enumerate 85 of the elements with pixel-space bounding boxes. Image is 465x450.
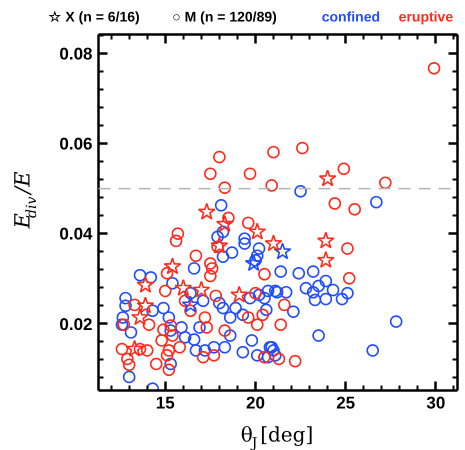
point xyxy=(204,257,217,270)
y-axis-title: Ediv/E xyxy=(10,171,40,230)
point xyxy=(122,358,136,372)
point xyxy=(208,349,220,362)
point xyxy=(348,203,361,216)
text: eruptive xyxy=(398,8,454,24)
point xyxy=(328,197,342,210)
point xyxy=(230,286,248,303)
point xyxy=(116,342,128,356)
point xyxy=(150,358,163,370)
point xyxy=(160,267,174,280)
y-tick-label: 0.06 xyxy=(59,134,93,154)
point xyxy=(204,167,217,180)
point xyxy=(182,296,200,313)
point xyxy=(428,62,440,75)
point xyxy=(174,278,192,296)
point xyxy=(158,284,172,298)
point xyxy=(140,344,154,357)
point xyxy=(192,280,210,298)
text: confined xyxy=(322,8,380,24)
point xyxy=(272,352,286,366)
point xyxy=(126,340,144,357)
point xyxy=(264,234,282,252)
point xyxy=(258,268,271,281)
point xyxy=(142,318,156,331)
point xyxy=(190,249,202,262)
point xyxy=(121,352,134,366)
point xyxy=(341,242,354,255)
y-tick-label: 0.08 xyxy=(59,44,93,64)
point xyxy=(160,349,174,362)
x-tick-label: 25 xyxy=(336,394,356,412)
point xyxy=(218,181,232,194)
point xyxy=(136,276,154,293)
point xyxy=(265,179,278,192)
x-tick-label: 15 xyxy=(156,394,175,412)
point xyxy=(249,286,262,300)
point xyxy=(316,250,335,268)
point xyxy=(278,298,291,312)
point xyxy=(210,236,228,254)
point xyxy=(318,169,336,186)
point xyxy=(162,363,176,376)
point xyxy=(206,262,218,275)
point xyxy=(216,214,234,232)
point xyxy=(198,202,216,220)
point xyxy=(136,296,154,314)
point xyxy=(164,257,182,274)
point xyxy=(379,176,392,190)
y-tick-label: 0.02 xyxy=(59,314,93,334)
point xyxy=(342,272,356,285)
point xyxy=(131,308,149,326)
point xyxy=(296,142,309,154)
point xyxy=(242,216,255,230)
point xyxy=(170,234,182,248)
point xyxy=(172,227,184,240)
point xyxy=(250,318,264,331)
point xyxy=(213,150,226,164)
point xyxy=(256,308,269,322)
point xyxy=(198,311,212,324)
point xyxy=(157,323,170,336)
point xyxy=(196,350,210,364)
point xyxy=(267,146,280,158)
point xyxy=(288,354,302,368)
point xyxy=(338,162,350,176)
point xyxy=(173,340,186,354)
point xyxy=(128,298,141,312)
y-tick-label: 0.04 xyxy=(59,224,94,244)
point xyxy=(200,321,214,334)
point xyxy=(162,344,176,357)
point xyxy=(218,324,232,337)
point xyxy=(209,290,222,302)
point xyxy=(164,319,177,332)
x-tick-label: 20 xyxy=(246,394,265,412)
text: ☆ X (n = 6/16) xyxy=(48,8,140,24)
x-tick-label: 30 xyxy=(426,394,446,412)
point xyxy=(244,167,256,180)
point xyxy=(166,329,179,342)
point xyxy=(244,254,263,272)
point xyxy=(248,222,266,240)
point xyxy=(242,311,255,324)
text: ○ M (n = 120/89) xyxy=(172,8,277,24)
point xyxy=(204,270,217,282)
point xyxy=(274,242,292,260)
point xyxy=(155,334,168,347)
point xyxy=(316,232,335,249)
point xyxy=(274,318,288,331)
